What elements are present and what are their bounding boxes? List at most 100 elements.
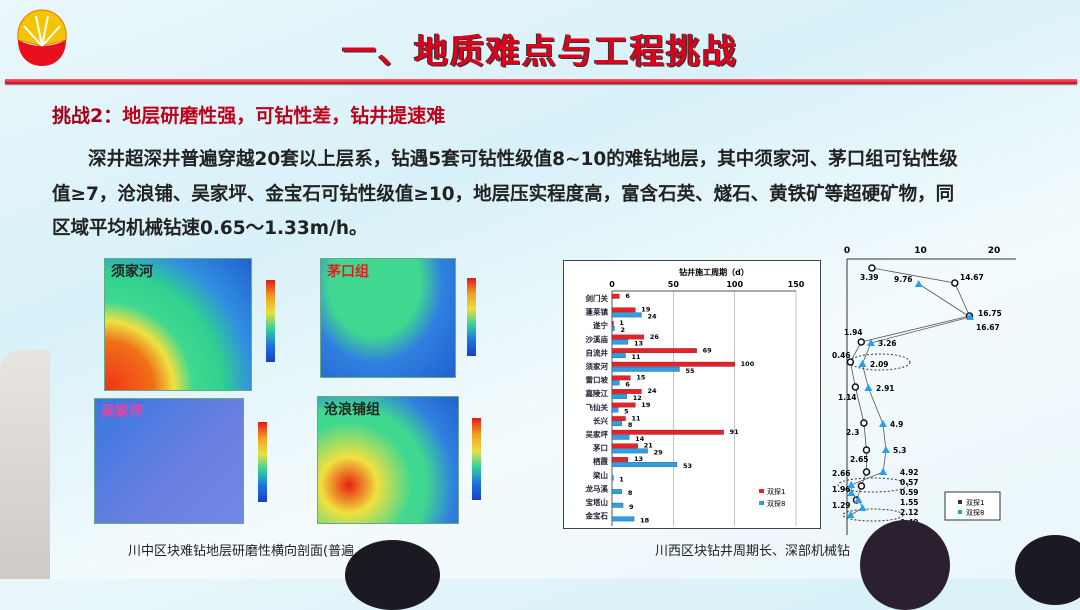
category-label: 蓬莱镇 [586, 307, 609, 317]
data-point [914, 280, 923, 287]
color-scale-bar [467, 278, 476, 356]
data-point [862, 446, 871, 454]
x-tick-label: 20 [988, 246, 1001, 256]
category-label: 遂宁 [593, 320, 608, 330]
color-scale-bar [472, 418, 481, 500]
bar [611, 457, 629, 462]
bar [611, 389, 642, 394]
series-line [849, 267, 971, 501]
bar [611, 312, 642, 318]
contour-map-xujiahe: 须家河 [104, 258, 252, 391]
right-caption: 川西区块钻井周期长、深部机械钻 [655, 544, 851, 559]
data-point [846, 358, 855, 366]
data-label: 2.66 [832, 469, 851, 478]
data-point [951, 279, 959, 287]
category-label: 吴家坪 [586, 429, 609, 439]
data-label: 1.55 [900, 498, 919, 507]
category-label: 须家河 [586, 361, 609, 371]
data-label: 3.39 [860, 273, 879, 282]
bar [611, 307, 636, 313]
data-label: 14 [635, 435, 645, 443]
data-label: 100 [741, 360, 755, 368]
data-label: 53 [683, 462, 692, 470]
body-line: 值≥7，沧浪铺、吴家坪、金宝石可钻性级值≥10，地层压实程度高，富含石英、燧石、… [52, 184, 955, 205]
data-point [851, 383, 860, 391]
body-line: 深井超深井普遍穿越20套以上层系，钻遇5套可钻性级值8~10的难钻地层，其中须家… [88, 149, 958, 170]
bar [611, 516, 635, 522]
data-point [866, 339, 875, 346]
data-label: 3.26 [878, 339, 897, 348]
data-label: 14.67 [960, 273, 984, 282]
x-tick-label: 150 [788, 280, 805, 289]
data-point [868, 264, 876, 272]
highlight-ellipse [837, 477, 909, 493]
data-label: 19 [641, 306, 651, 314]
data-label: 9 [629, 503, 634, 511]
data-label: 1.29 [832, 501, 851, 510]
data-point [846, 511, 855, 518]
data-label: 16.75 [978, 309, 1002, 318]
data-label: 0.46 [832, 351, 851, 360]
bar [611, 434, 630, 440]
bar [611, 334, 645, 340]
category-label: 龙马溪 [586, 483, 609, 493]
data-point [847, 481, 856, 488]
data-label: 1.14 [838, 393, 857, 402]
data-label: 2.12 [900, 508, 919, 517]
data-point [858, 504, 867, 511]
data-label: 5.3 [893, 446, 906, 455]
bar [611, 443, 638, 449]
audience-head [1015, 535, 1080, 605]
data-label: 16.67 [976, 323, 1000, 332]
drilling-cycle-bar-chart: 钻井施工周期（d） 0 50 100 150 剑门关 6 蓬莱镇 19 24 遂宁 1 2 沙溪庙 26 13… [563, 260, 821, 529]
map-label: 茅口组 [327, 264, 369, 280]
bar [611, 353, 626, 359]
x-tick-label: 100 [726, 280, 743, 289]
bar [611, 407, 619, 413]
category-label: 宝塔山 [586, 497, 609, 507]
legend-swatch [958, 510, 962, 514]
data-point [862, 468, 871, 476]
legend-swatch [958, 500, 962, 504]
data-point [860, 419, 868, 427]
category-label: 沙溪庙 [586, 334, 609, 344]
legend-label: 双探1 [966, 498, 984, 507]
challenge-prefix: 挑战2： [52, 105, 123, 127]
data-point [879, 420, 888, 427]
category-label: 梁山 [592, 470, 608, 480]
data-label: 11 [631, 353, 641, 361]
data-label: 55 [685, 367, 695, 375]
data-point [857, 338, 866, 346]
bar [611, 366, 680, 372]
map-label: 沧浪铺组 [324, 402, 380, 418]
contour-map-maokou: 茅口组 [320, 258, 456, 378]
rop-line-chart: 0 10 20 3.39 14.67 16.67 1.94 0.46 1.14 2.3 2.65 2.… [832, 246, 1017, 535]
data-label: 2.09 [870, 360, 889, 369]
maps-caption: 川中区块难钻地层研磨性横向剖面(普遍 [128, 544, 355, 559]
data-label: 2.65 [850, 455, 869, 464]
challenge-text: 地层研磨性强，可钻性差，钻井提速难 [122, 105, 446, 127]
data-point [857, 482, 866, 490]
category-label: 茅口 [593, 443, 608, 453]
data-label: 12 [633, 394, 642, 402]
challenge-heading: 挑战2：地层研磨性强，可钻性差，钻井提速难 [52, 101, 445, 128]
data-label: 4.92 [900, 468, 919, 477]
data-label: 21 [644, 442, 654, 450]
data-label: 13 [634, 340, 643, 348]
bar [611, 380, 620, 386]
data-label: 1 [619, 476, 624, 484]
category-label: 剑门关 [585, 293, 609, 303]
data-label: 2.91 [876, 384, 895, 393]
data-label: 4.9 [890, 420, 903, 429]
data-point [881, 446, 890, 453]
legend-swatch [759, 501, 764, 505]
data-point [966, 313, 975, 320]
data-label: 19 [641, 401, 651, 409]
data-label: 0.59 [900, 488, 919, 497]
data-label: 0.57 [900, 478, 919, 487]
bar [611, 375, 631, 381]
category-label: 飞仙关 [586, 402, 609, 412]
bar [611, 502, 624, 508]
category-label: 雷口坡 [586, 375, 609, 385]
